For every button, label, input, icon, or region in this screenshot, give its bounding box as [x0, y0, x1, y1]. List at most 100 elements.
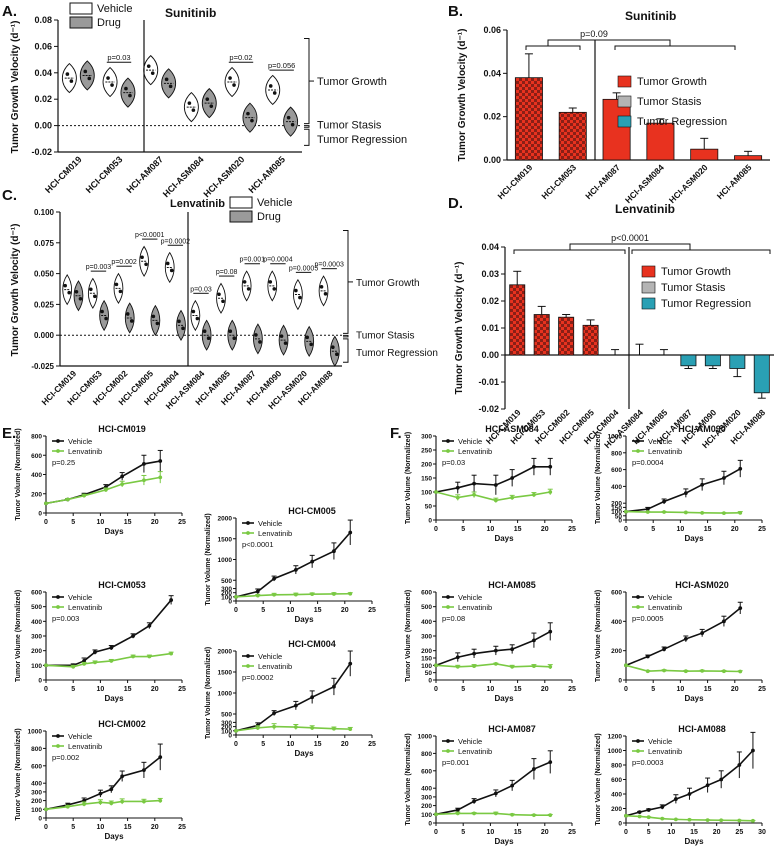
data-point	[255, 589, 260, 594]
data-point	[272, 576, 276, 581]
x-tick-label: 15	[314, 607, 322, 614]
label-tumor-growth: Tumor Growth	[317, 76, 387, 88]
data-point	[645, 510, 650, 514]
group-bracket	[513, 243, 771, 254]
data-point	[348, 661, 353, 666]
x-tick-label: 10	[667, 829, 675, 836]
bar	[704, 354, 721, 367]
panel-b-title: Sunitinib	[625, 9, 676, 23]
data-point	[472, 664, 476, 668]
x-axis-label: Days	[494, 837, 514, 846]
data-point	[158, 475, 163, 480]
legend-label-lenvatinib: Lenvatinib	[648, 603, 682, 612]
legend-swatch-vehicle	[229, 196, 253, 209]
data-point	[63, 283, 67, 288]
data-point	[455, 655, 460, 660]
data-point	[234, 728, 238, 733]
vehicle-violin	[241, 270, 252, 302]
data-point	[255, 593, 260, 598]
drug-violin	[278, 324, 289, 356]
data-point	[348, 530, 353, 535]
data-point	[332, 684, 336, 689]
data-point	[71, 664, 76, 669]
legend-label-lenvatinib: Lenvatinib	[68, 447, 102, 456]
data-point	[493, 661, 498, 666]
y-tick-label: 800	[31, 746, 42, 753]
data-point	[510, 647, 515, 652]
y-tick-label: 0.100	[34, 208, 55, 217]
data-point	[272, 91, 277, 95]
panel-c-title: Lenvatinib	[170, 198, 225, 210]
line-panel-title: HCI-CM005	[288, 506, 336, 516]
x-tick-label: 25	[758, 526, 766, 533]
legend-label-lenvatinib: Lenvatinib	[68, 603, 102, 612]
violin-panel: -0.0250.0000.0250.0500.0750.100HCI-CM019…	[10, 196, 438, 411]
data-point	[83, 69, 88, 74]
data-point	[493, 498, 498, 503]
data-point	[272, 287, 277, 291]
x-tick-label: 10	[487, 829, 495, 836]
legend-label-lenvatinib: Lenvatinib	[648, 447, 682, 456]
data-point	[738, 466, 743, 471]
data-point	[155, 321, 160, 326]
y-tick-label: 500	[421, 604, 432, 611]
legend-swatch-growth	[617, 75, 632, 88]
legend-marker-lenvatinib	[56, 605, 60, 609]
y-tick-label: 400	[421, 786, 432, 793]
y-tick-label: 400	[611, 792, 622, 799]
data-point	[493, 791, 498, 796]
data-point	[142, 768, 146, 773]
y-tick-label: 0	[228, 599, 232, 606]
data-point	[645, 669, 650, 674]
y-tick-label: 1000	[608, 434, 623, 441]
data-point	[254, 333, 258, 337]
y-tick-label: 1000	[608, 748, 623, 755]
y-tick-label: 0	[428, 678, 432, 685]
vehicle-violin	[87, 277, 98, 309]
line-panel-title: HCI-CM002	[98, 719, 146, 729]
y-tick-label: 400	[31, 472, 42, 479]
data-point	[700, 510, 705, 515]
y-tick-label: 50	[425, 670, 433, 677]
legend-label-vehicle: Vehicle	[68, 732, 92, 741]
legend-label-lenvatinib: Lenvatinib	[68, 742, 102, 751]
category-label: HCI-CM019	[496, 162, 535, 201]
panel-d-pvalue: p<0.0001	[611, 233, 649, 243]
bar	[690, 148, 719, 161]
data-point	[87, 76, 92, 81]
p-value-label: p=0.003	[86, 264, 112, 271]
p-value-label: p=0.03	[190, 286, 212, 293]
y-tick-label: 200	[221, 590, 232, 597]
y-tick-label: 200	[31, 798, 42, 805]
legend-label-vehicle: Vehicle	[258, 519, 282, 528]
category-label: HCI-CM019	[43, 154, 84, 195]
line-panel-title: HCI-AM088	[678, 724, 726, 734]
p-value-label: p=0.0004	[263, 257, 292, 264]
x-tick-label: 0	[624, 829, 628, 836]
legend-marker-vehicle	[56, 734, 60, 738]
x-tick-label: 0	[44, 686, 48, 693]
x-tick-label: 5	[647, 829, 651, 836]
x-tick-label: 5	[71, 686, 75, 693]
x-tick-label: 0	[624, 526, 628, 533]
data-point	[142, 462, 146, 466]
x-axis-label: Days	[494, 694, 514, 703]
data-point	[268, 84, 273, 88]
legend-swatch-regression	[617, 115, 632, 128]
legend-marker-vehicle	[56, 439, 60, 443]
y-tick-label: 100	[421, 663, 432, 670]
data-point	[332, 549, 336, 554]
data-point	[74, 289, 79, 294]
data-point	[286, 115, 291, 120]
x-tick-label: 10	[677, 526, 685, 533]
data-point	[738, 510, 743, 515]
data-point	[44, 501, 48, 506]
y-axis-label: Tumor Volume (Normalized)	[15, 590, 22, 682]
drug-violin	[201, 319, 212, 351]
data-point	[202, 329, 207, 334]
data-point	[646, 808, 651, 812]
bar	[558, 111, 587, 161]
y-tick-label: 0	[228, 733, 232, 740]
